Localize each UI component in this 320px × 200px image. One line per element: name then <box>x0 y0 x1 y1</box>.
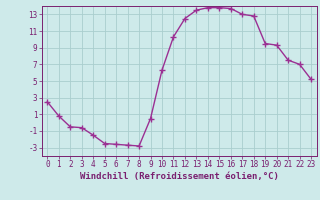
X-axis label: Windchill (Refroidissement éolien,°C): Windchill (Refroidissement éolien,°C) <box>80 172 279 181</box>
